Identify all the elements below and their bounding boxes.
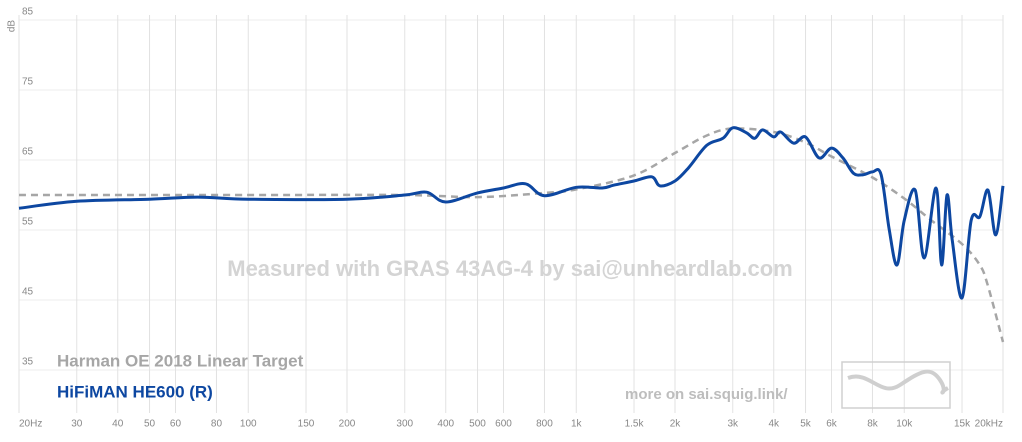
x-tick-label: 20Hz [19, 419, 42, 430]
x-tick-label: 1k [571, 419, 583, 430]
watermark: Measured with GRAS 43AG-4 by sai@unheard… [227, 256, 792, 281]
x-tick-label: 20kHz [975, 419, 1003, 430]
x-tick-label: 4k [768, 419, 780, 430]
logo-squiggle [847, 369, 950, 395]
x-tick-label: 500 [469, 419, 486, 430]
y-tick-label: 55 [22, 217, 34, 228]
y-axis-label: dB [7, 20, 18, 33]
x-tick-label: 800 [536, 419, 553, 430]
x-tick-label: 60 [170, 419, 182, 430]
legend: Harman OE 2018 Linear Target HiFiMAN HE60… [57, 351, 304, 401]
x-tick-label: 200 [339, 419, 356, 430]
logo-box [841, 361, 951, 409]
y-tick-label: 45 [22, 287, 34, 298]
x-tick-label: 100 [240, 419, 257, 430]
y-tick-label: 75 [22, 77, 34, 88]
x-tick-label: 600 [495, 419, 512, 430]
legend-entry: HiFiMAN HE600 (R) [57, 382, 213, 401]
x-tick-label: 1.5k [625, 419, 645, 430]
x-tick-label: 3k [727, 419, 739, 430]
series [18, 126, 1005, 343]
y-tick-label: 85 [22, 7, 34, 18]
x-tick-label: 40 [112, 419, 124, 430]
x-tick-label: 15k [954, 419, 971, 430]
legend-entry: Harman OE 2018 Linear Target [57, 351, 304, 370]
x-tick-label: 400 [437, 419, 454, 430]
x-tick-label: 80 [211, 419, 223, 430]
x-tick-label: 2k [670, 419, 682, 430]
x-tick-label: 50 [144, 419, 156, 430]
x-tick-label: 8k [867, 419, 879, 430]
line [18, 126, 1005, 300]
x-tick-label: 5k [800, 419, 812, 430]
footer-link: more on sai.squig.link/ [625, 386, 788, 403]
logo [841, 361, 951, 409]
y-tick-label: 35 [22, 357, 34, 368]
x-tick-label: 300 [396, 419, 413, 430]
y-tick-label: 65 [22, 147, 34, 158]
x-tick-label: 150 [298, 419, 315, 430]
x-tick-label: 10k [896, 419, 913, 430]
x-tick-label: 30 [71, 419, 83, 430]
x-tick-label: 6k [826, 419, 838, 430]
